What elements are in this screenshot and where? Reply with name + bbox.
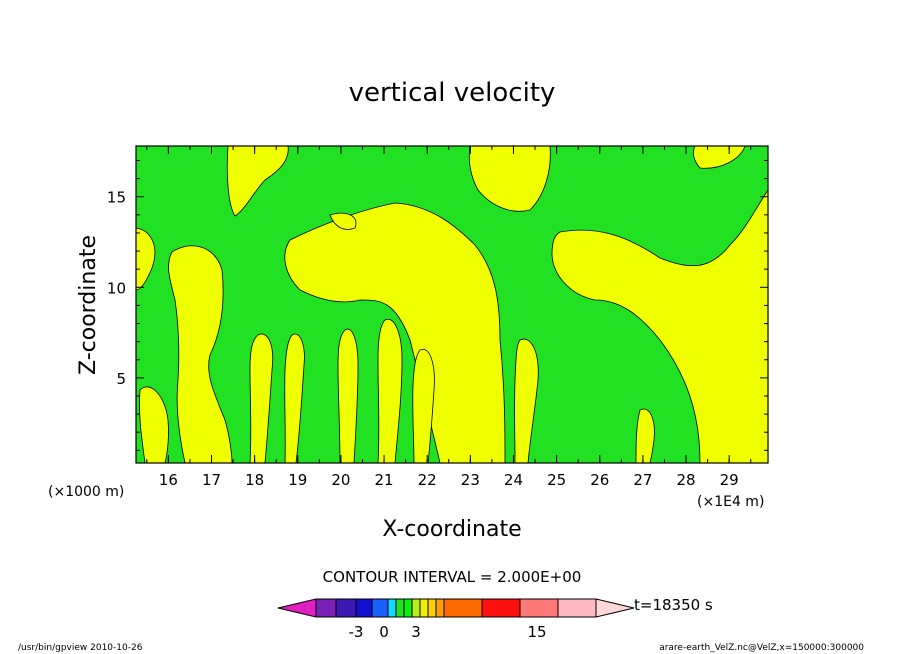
colorbar-segment	[443, 598, 483, 618]
colorbar-segment	[519, 598, 559, 618]
updraft-region	[693, 145, 746, 169]
x-tick-label: 20	[331, 471, 350, 489]
colorbar-tick-label: 3	[411, 623, 421, 641]
x-tick-label: 29	[720, 471, 739, 489]
updraft-region	[337, 328, 359, 464]
x-axis-ticks: 16 17 18 19 20 21 22 23 24 25 26 27 28 29	[146, 146, 752, 489]
colorbar-segment	[387, 598, 397, 618]
colorbar-segment	[335, 598, 357, 618]
contour-interval-label: CONTOUR INTERVAL = 2.000E+00	[323, 568, 582, 586]
x-tick-label: 22	[418, 471, 437, 489]
y-axis-ticks: 5 10 15	[107, 159, 768, 451]
colorbar-labels: -3 0 3 15	[349, 623, 547, 641]
updraft-region	[139, 386, 169, 464]
x-tick-label: 25	[547, 471, 566, 489]
colorbar-segment	[395, 598, 405, 618]
updraft-region	[226, 145, 289, 217]
colorbar-tick-label: 0	[379, 623, 389, 641]
colorbar-segment	[481, 598, 521, 618]
x-tick-label: 17	[202, 471, 221, 489]
x-unit-left: (×1000 m)	[48, 484, 124, 500]
x-tick-label: 27	[633, 471, 652, 489]
plot-frame	[135, 145, 769, 464]
y-axis-label: Z-coordinate	[76, 235, 101, 375]
updraft-region	[168, 245, 233, 464]
x-tick-label: 19	[288, 471, 307, 489]
colorbar	[277, 598, 635, 618]
chart-title: vertical velocity	[349, 78, 556, 108]
x-axis-label: X-coordinate	[382, 517, 521, 542]
colorbar-segment	[557, 598, 597, 618]
x-tick-label: 16	[159, 471, 178, 489]
x-tick-label: 23	[461, 471, 480, 489]
colorbar-arrow-left	[277, 598, 317, 618]
colorbar-tick-label: -3	[349, 623, 364, 641]
y-tick-label: 5	[116, 370, 126, 388]
x-tick-label: 24	[504, 471, 523, 489]
footer-right: arare-earth_VelZ.nc@VelZ,x=150000:300000	[659, 643, 864, 653]
colorbar-segment	[315, 598, 337, 618]
colorbar-segment	[419, 598, 429, 618]
updraft-region	[135, 227, 156, 291]
x-tick-label: 28	[676, 471, 695, 489]
colorbar-segment	[355, 598, 373, 618]
x-tick-label: 18	[245, 471, 264, 489]
colorbar-segment	[403, 598, 413, 618]
updraft-region	[551, 188, 769, 464]
y-tick-label: 15	[107, 189, 126, 207]
colorbar-segment	[411, 598, 421, 618]
updraft-region	[329, 212, 357, 230]
colorbar-segment	[371, 598, 389, 618]
colorbar-arrow-right	[595, 598, 635, 618]
contour-field	[135, 145, 769, 464]
updraft-region	[468, 145, 551, 212]
time-label: t=18350 s	[634, 596, 713, 614]
colorbar-tick-label: 15	[527, 623, 546, 641]
footer-left: /usr/bin/gpview 2010-10-26	[18, 643, 143, 653]
x-tick-label: 26	[590, 471, 609, 489]
y-tick-label: 10	[107, 279, 126, 297]
x-tick-label: 21	[375, 471, 394, 489]
updraft-region	[284, 202, 506, 464]
colorbar-segment	[427, 598, 437, 618]
updraft-region	[635, 408, 655, 464]
colorbar-segment	[435, 598, 445, 618]
x-unit-right: (×1E4 m)	[697, 494, 764, 510]
